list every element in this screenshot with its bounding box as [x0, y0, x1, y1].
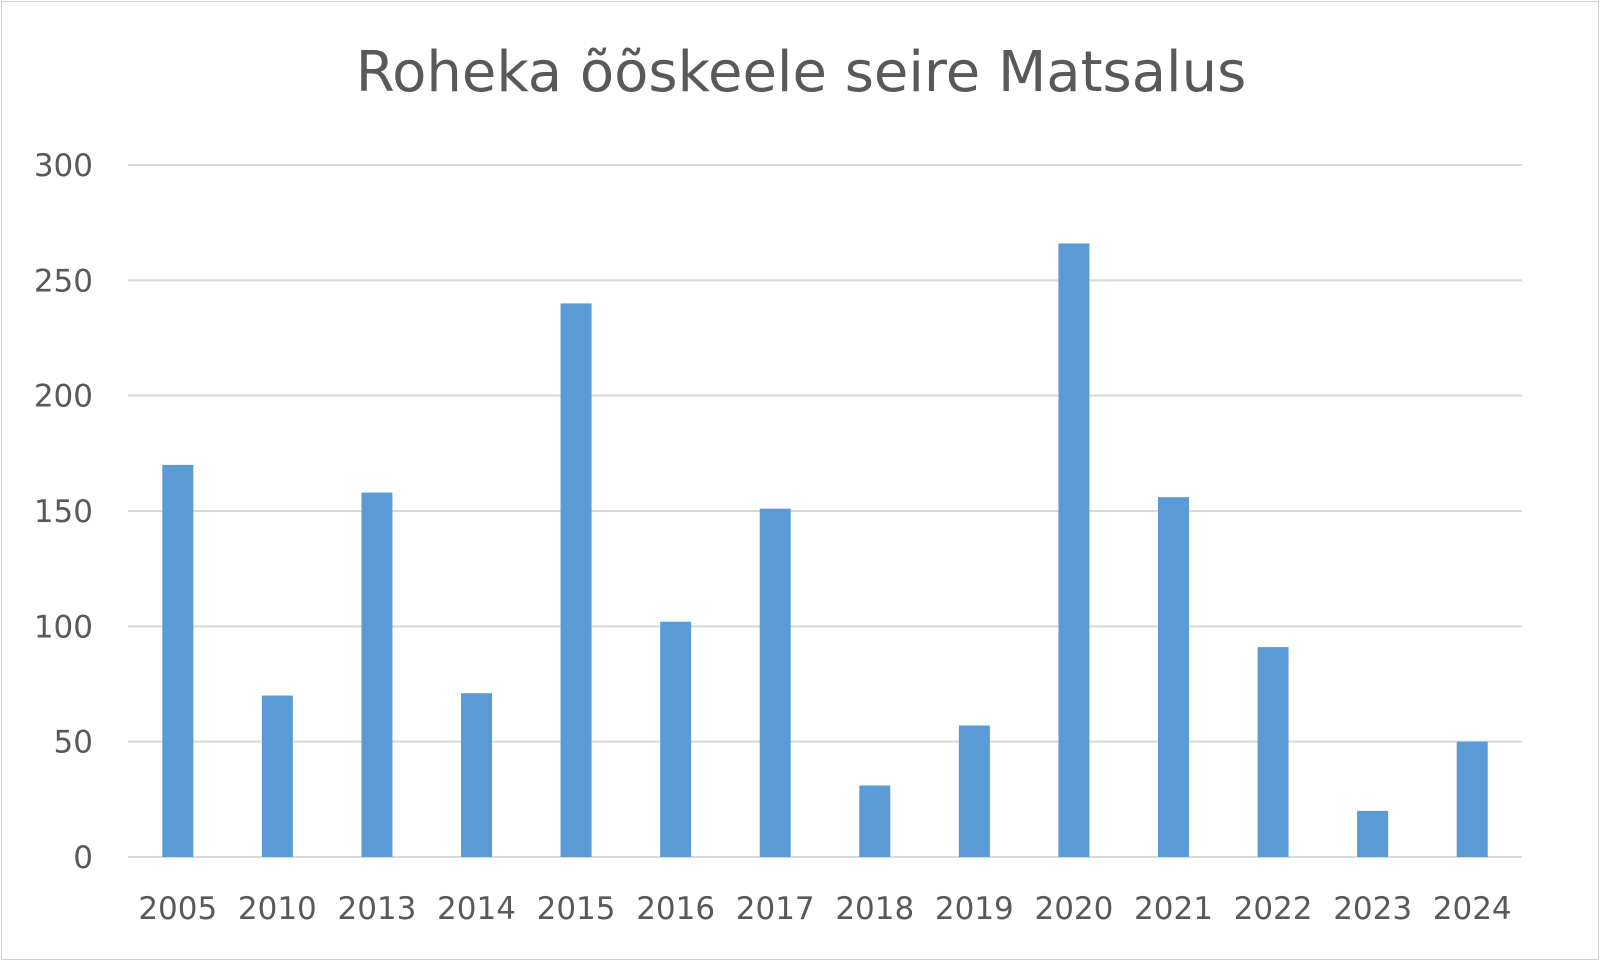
bar-2019: [958, 725, 990, 857]
x-tick-label: 2015: [537, 891, 616, 927]
bar-2010: [261, 695, 293, 857]
bar-2014: [461, 693, 492, 857]
bar-2020: [1058, 243, 1090, 858]
chart-title: Roheka õõskeele seire Matsalus: [355, 40, 1247, 105]
x-tick-label: 2013: [337, 891, 416, 927]
x-tick-label: 2010: [238, 891, 317, 927]
bar-2023: [1357, 810, 1389, 857]
y-tick-label: 0: [73, 840, 93, 876]
grid-lines: [128, 164, 1522, 858]
y-tick-label: 50: [54, 725, 93, 761]
x-tick-label: 2022: [1234, 891, 1313, 927]
x-tick-label: 2016: [636, 891, 715, 927]
x-tick-label: 2017: [736, 891, 815, 927]
x-tick-label: 2018: [835, 891, 914, 927]
bar-2013: [361, 492, 393, 857]
x-tick-label: 2024: [1433, 891, 1512, 927]
x-tick-label: 2019: [935, 891, 1014, 927]
bar-2015: [560, 303, 592, 857]
x-tick-label: 2023: [1333, 891, 1412, 927]
x-tick-label: 2014: [437, 891, 516, 927]
x-axis-tick-labels: 2005 2010 2013 2014 2015 2016 2017 2018 2019 2020…: [138, 891, 1511, 927]
y-tick-label: 250: [34, 263, 93, 299]
bar-2016: [660, 621, 692, 857]
bar-2024: [1456, 741, 1488, 857]
y-tick-label: 300: [34, 148, 93, 184]
x-tick-label: 2021: [1134, 891, 1213, 927]
y-axis-tick-labels: 0 50 100 150 200 250 300: [34, 148, 93, 876]
x-tick-label: 2005: [138, 891, 217, 927]
bar-2017: [759, 508, 791, 857]
bar-2022: [1257, 647, 1289, 857]
bar-2005: [162, 464, 194, 857]
bar-2021: [1158, 497, 1189, 857]
x-tick-label: 2020: [1034, 891, 1113, 927]
y-tick-label: 200: [34, 379, 93, 415]
y-tick-label: 100: [34, 609, 93, 645]
bar-2018: [859, 785, 891, 857]
y-tick-label: 150: [34, 494, 93, 530]
bars: [162, 243, 1488, 858]
